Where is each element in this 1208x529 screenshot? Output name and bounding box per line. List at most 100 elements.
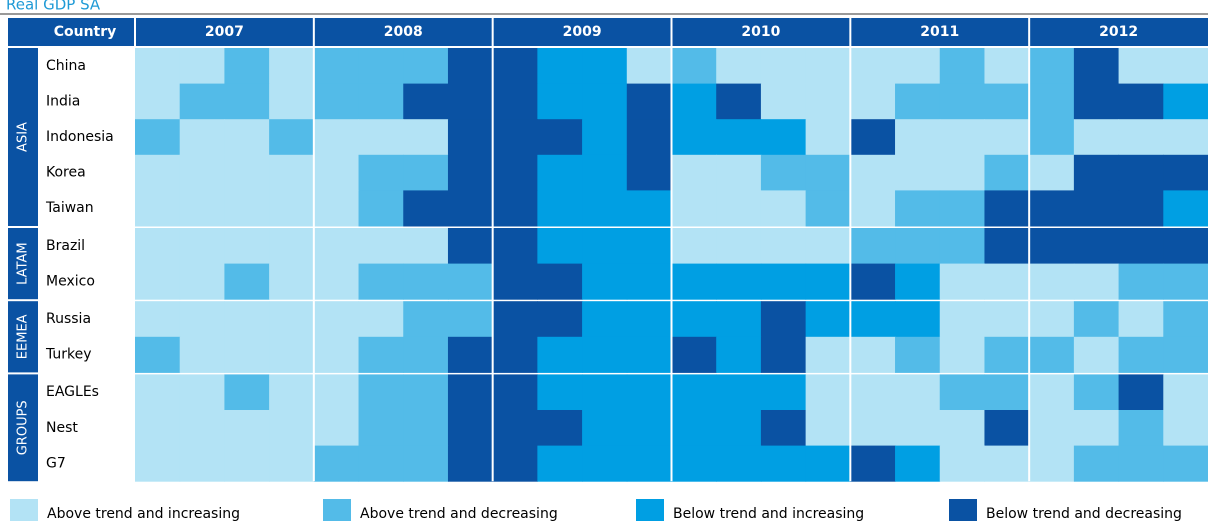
- heat-cell: [224, 48, 270, 85]
- heat-cell: [1073, 263, 1120, 300]
- heat-cell: [313, 154, 360, 191]
- heat-cell: [313, 301, 360, 338]
- heat-cell: [403, 445, 449, 482]
- heat-cell: [1073, 374, 1120, 411]
- heat-cell: [582, 445, 628, 482]
- heat-cell: [447, 263, 494, 300]
- heat-cell: [850, 83, 896, 120]
- heat-cell: [716, 336, 762, 373]
- heat-cell: [671, 83, 717, 120]
- heat-cell: [135, 154, 181, 191]
- heat-cell: [582, 336, 628, 373]
- heat-cell: [850, 301, 896, 338]
- heat-cell: [984, 336, 1030, 373]
- heat-cell: [358, 301, 404, 338]
- heat-cell: [492, 154, 538, 191]
- heat-cell: [1029, 228, 1075, 265]
- heat-cell: [984, 190, 1030, 227]
- heat-cell: [135, 228, 181, 265]
- heat-cell: [805, 190, 851, 227]
- heat-cell: [179, 154, 225, 191]
- heat-cell: [1073, 228, 1120, 265]
- heat-cell: [984, 83, 1030, 120]
- heat-cell: [1073, 336, 1120, 373]
- heat-cell: [760, 83, 807, 120]
- heat-cell: [671, 190, 717, 227]
- heat-cell: [1029, 83, 1075, 120]
- heat-cell: [269, 263, 315, 300]
- heat-cell: [1073, 48, 1120, 85]
- heat-cell: [358, 410, 404, 447]
- heat-cell: [716, 263, 762, 300]
- country-label: Russia: [46, 311, 91, 327]
- heat-cell: [492, 119, 538, 156]
- heat-cell: [895, 190, 941, 227]
- heat-cell: [1118, 301, 1164, 338]
- heat-cell: [939, 190, 985, 227]
- heat-cell: [358, 263, 404, 300]
- heat-cell: [984, 154, 1030, 191]
- heat-cell: [447, 48, 494, 85]
- heat-cell: [269, 445, 315, 482]
- heat-cell: [1118, 445, 1164, 482]
- heat-cell: [984, 228, 1030, 265]
- heat-cell: [671, 301, 717, 338]
- header-year: 2011: [920, 24, 959, 40]
- heat-cell: [313, 336, 360, 373]
- heat-cell: [1118, 336, 1164, 373]
- heat-cell: [582, 301, 628, 338]
- heat-cell: [135, 374, 181, 411]
- heat-cell: [760, 374, 807, 411]
- heat-cell: [537, 263, 583, 300]
- heat-cell: [313, 410, 360, 447]
- heat-cell: [984, 301, 1030, 338]
- heat-cell: [447, 119, 494, 156]
- heat-cell: [760, 336, 807, 373]
- heat-cell: [537, 336, 583, 373]
- heat-cell: [850, 445, 896, 482]
- heat-cell: [671, 445, 717, 482]
- heat-cell: [269, 190, 315, 227]
- heat-cell: [716, 228, 762, 265]
- heat-cell: [1029, 263, 1075, 300]
- heat-cell: [850, 336, 896, 373]
- heat-cell: [403, 119, 449, 156]
- heat-cell: [939, 48, 985, 85]
- heat-cell: [269, 154, 315, 191]
- heat-cell: [447, 445, 494, 482]
- header-year: 2010: [741, 24, 780, 40]
- heat-cell: [1029, 301, 1075, 338]
- heat-cell: [135, 336, 181, 373]
- header-year: 2007: [205, 24, 244, 40]
- heat-cell: [582, 48, 628, 85]
- heat-cell: [358, 190, 404, 227]
- heat-cell: [447, 154, 494, 191]
- header-year: 2009: [563, 24, 602, 40]
- heat-cell: [1029, 410, 1075, 447]
- heat-cell: [447, 374, 494, 411]
- heat-cell: [1073, 190, 1120, 227]
- country-label: EAGLEs: [46, 384, 99, 400]
- heat-cell: [984, 119, 1030, 156]
- heat-cell: [716, 119, 762, 156]
- legend-swatch: [10, 499, 38, 521]
- heat-cell: [179, 228, 225, 265]
- heat-cell: [403, 83, 449, 120]
- heat-cell: [895, 228, 941, 265]
- heat-cell: [179, 445, 225, 482]
- heat-cell: [760, 48, 807, 85]
- group-label: EEMEA: [16, 314, 31, 359]
- heat-cell: [939, 374, 985, 411]
- heat-cell: [1163, 48, 1208, 85]
- heat-cell: [492, 263, 538, 300]
- heat-cell: [492, 190, 538, 227]
- heat-cell: [1029, 336, 1075, 373]
- heat-cell: [939, 301, 985, 338]
- heat-cell: [760, 445, 807, 482]
- group-band: [8, 48, 38, 226]
- heat-cell: [939, 263, 985, 300]
- country-label: Nest: [46, 420, 78, 436]
- heat-cell: [805, 83, 851, 120]
- heat-cell: [313, 119, 360, 156]
